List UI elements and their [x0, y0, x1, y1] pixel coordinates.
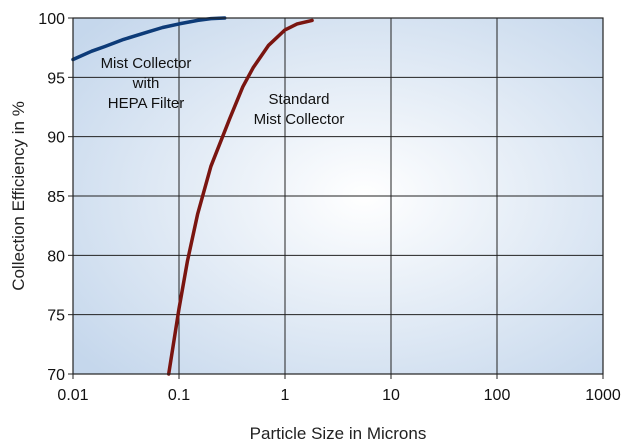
y-tick-label: 90 [47, 130, 65, 147]
x-tick-label: 1000 [585, 387, 621, 404]
y-tick-label: 100 [38, 11, 65, 28]
x-tick-label: 0.01 [57, 387, 88, 404]
annotation-hepa-line-1: Mist Collector [101, 55, 192, 72]
y-tick-labels: 70 75 80 85 90 95 100 [38, 11, 73, 384]
y-tick-label: 85 [47, 189, 65, 206]
x-tick-label: 10 [382, 387, 400, 404]
x-tick-label: 1 [281, 387, 290, 404]
y-axis-title: Collection Efficiency in % [9, 101, 28, 291]
annotation-standard: Standard Mist Collector [254, 91, 345, 128]
series-lines [71, 16, 314, 376]
x-axis-title: Particle Size in Microns [250, 424, 427, 443]
hepa-mist-collector-line [71, 16, 227, 62]
annotation-standard-line-1: Standard [269, 91, 330, 108]
standard-mist-collector-line [166, 18, 314, 376]
x-tick-labels: 0.01 0.1 1 10 100 1000 [57, 374, 621, 404]
annotation-standard-line-2: Mist Collector [254, 111, 345, 128]
y-tick-label: 75 [47, 308, 65, 325]
annotation-hepa-line-2: with [132, 75, 160, 92]
y-tick-label: 80 [47, 248, 65, 265]
annotation-hepa-line-3: HEPA Filter [108, 95, 184, 112]
annotation-hepa: Mist Collector with HEPA Filter [101, 55, 192, 112]
y-tick-label: 70 [47, 367, 65, 384]
x-tick-label: 100 [484, 387, 511, 404]
y-tick-label: 95 [47, 70, 65, 87]
grid-lines [73, 18, 603, 374]
x-tick-label: 0.1 [168, 387, 190, 404]
